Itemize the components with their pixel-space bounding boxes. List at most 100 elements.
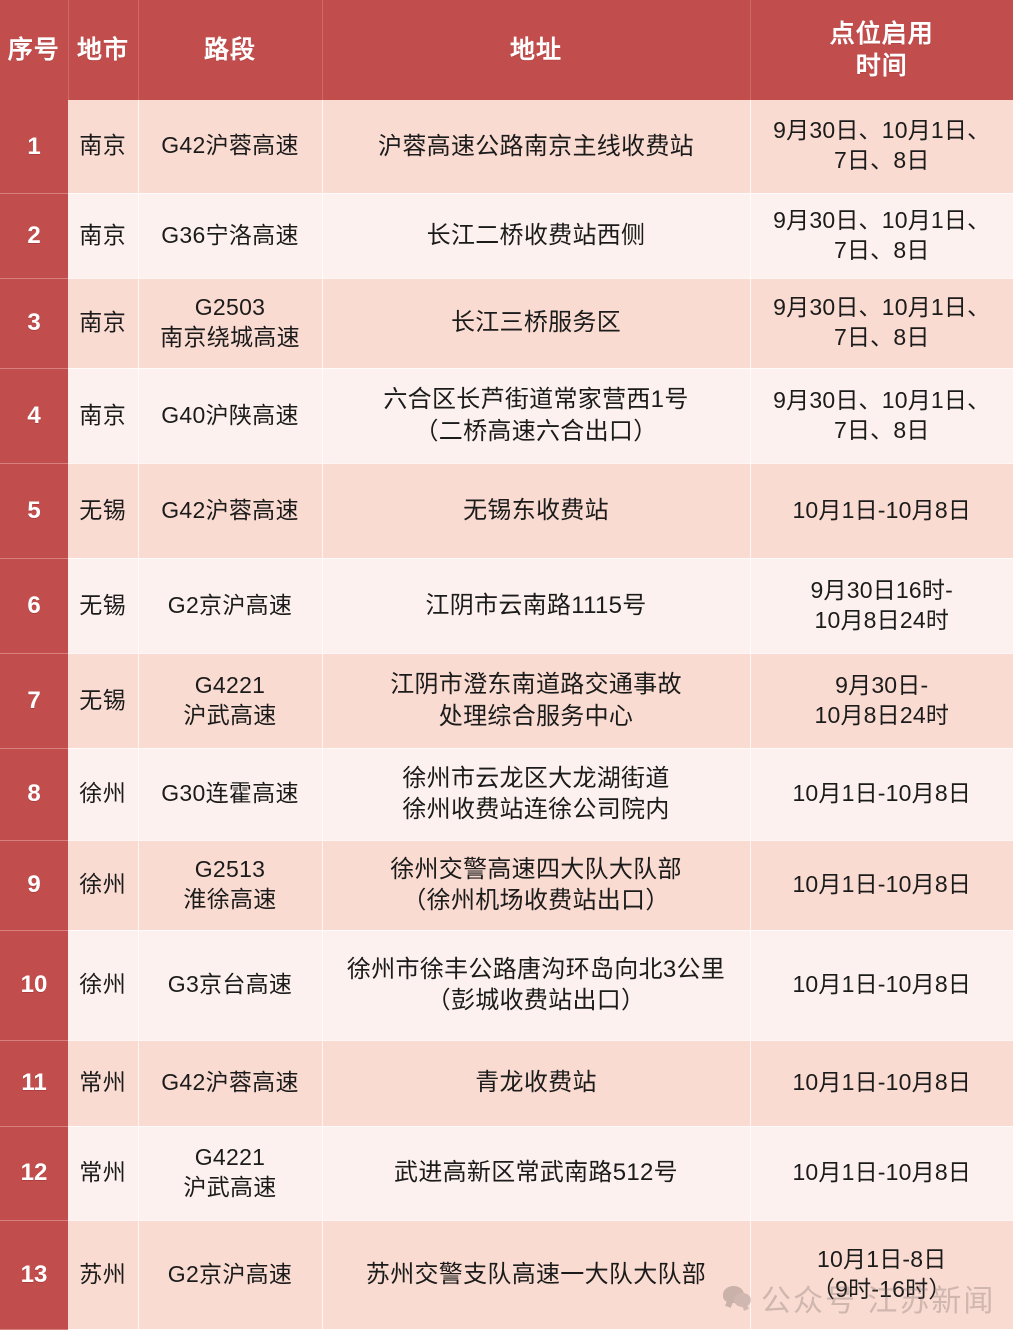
row-index-cell-line: 6 [4, 590, 64, 621]
row-road-cell-line: G2京沪高速 [143, 1260, 318, 1290]
row-index-cell-line: 8 [4, 778, 64, 809]
row-road-cell-line: 淮徐高速 [143, 885, 318, 915]
row-road-cell-line: G2503 [143, 293, 318, 323]
row-road-cell: G36宁洛高速 [138, 193, 322, 278]
row-address-cell-line: 江阴市澄东南道路交通事故 [327, 669, 746, 700]
row-index-cell-line: 7 [4, 685, 64, 716]
row-road-cell-line: 沪武高速 [143, 701, 318, 731]
row-index-cell-line: 1 [4, 131, 64, 162]
row-time-cell: 10月1日-10月8日 [750, 1040, 1013, 1126]
row-road-cell-line: G40沪陕高速 [143, 401, 318, 431]
row-city-cell: 无锡 [68, 558, 138, 653]
row-city-cell-line: 无锡 [72, 686, 134, 716]
row-time-cell: 9月30日16时-10月8日24时 [750, 558, 1013, 653]
row-road-cell-line: G3京台高速 [143, 970, 318, 1000]
row-time-cell: 9月30日、10月1日、7日、8日 [750, 100, 1013, 193]
row-index-cell-line: 5 [4, 495, 64, 526]
row-address-cell-line: 长江三桥服务区 [327, 307, 746, 338]
row-address-cell-line: 沪蓉高速公路南京主线收费站 [327, 131, 746, 162]
row-road-cell: G40沪陕高速 [138, 368, 322, 463]
row-time-cell: 10月1日-10月8日 [750, 1126, 1013, 1220]
row-city-cell-line: 南京 [72, 221, 134, 251]
row-time-cell-line: 9月30日、10月1日、 [755, 116, 1010, 146]
row-city-cell: 苏州 [68, 1220, 138, 1329]
row-index-cell: 3 [0, 278, 68, 368]
header-row: 序号 地市 路段 地址 点位启用 时间 [0, 0, 1013, 100]
row-address-cell-line: 徐州交警高速四大队大队部 [327, 854, 746, 885]
row-address-cell: 苏州交警支队高速一大队大队部 [322, 1220, 750, 1329]
row-address-cell-line: 无锡东收费站 [327, 495, 746, 526]
row-road-cell: G42沪蓉高速 [138, 463, 322, 558]
row-index-cell-line: 11 [4, 1067, 64, 1098]
row-address-cell: 江阴市澄东南道路交通事故处理综合服务中心 [322, 653, 750, 748]
row-index-cell-line: 4 [4, 400, 64, 431]
row-address-cell-line: 青龙收费站 [327, 1067, 746, 1098]
row-index-cell-line: 3 [4, 307, 64, 338]
row-road-cell-line: G2京沪高速 [143, 591, 318, 621]
row-time-cell-line: 10月1日-8日 [755, 1245, 1010, 1275]
row-time-cell-line: 9月30日- [755, 671, 1010, 701]
row-address-cell-line: 徐州市云龙区大龙湖街道 [327, 763, 746, 794]
row-city-cell: 南京 [68, 100, 138, 193]
row-city-cell-line: 无锡 [72, 496, 134, 526]
row-road-cell: G42沪蓉高速 [138, 100, 322, 193]
row-time-cell-line: 7日、8日 [755, 323, 1010, 353]
row-address-cell: 江阴市云南路1115号 [322, 558, 750, 653]
row-index-cell-line: 13 [4, 1259, 64, 1290]
row-time-cell-line: 9月30日、10月1日、 [755, 386, 1010, 416]
row-road-cell-line: G42沪蓉高速 [143, 496, 318, 526]
column-header-index: 序号 [0, 0, 68, 100]
row-index-cell: 6 [0, 558, 68, 653]
row-road-cell: G30连霍高速 [138, 748, 322, 840]
row-address-cell-line: 处理综合服务中心 [327, 701, 746, 732]
row-road-cell-line: G4221 [143, 1143, 318, 1173]
column-header-address: 地址 [322, 0, 750, 100]
row-time-cell-line: （9时-16时） [755, 1275, 1010, 1305]
row-city-cell-line: 南京 [72, 131, 134, 161]
row-index-cell-line: 10 [4, 969, 64, 1000]
column-header-time-line2: 时间 [751, 50, 1013, 82]
row-city-cell-line: 常州 [72, 1068, 134, 1098]
row-address-cell-line: 六合区长芦街道常家营西1号 [327, 384, 746, 415]
row-time-cell: 10月1日-10月8日 [750, 463, 1013, 558]
row-time-cell: 10月1日-10月8日 [750, 930, 1013, 1040]
row-time-cell: 9月30日、10月1日、7日、8日 [750, 193, 1013, 278]
row-time-cell-line: 10月1日-10月8日 [755, 870, 1010, 900]
row-address-cell: 长江三桥服务区 [322, 278, 750, 368]
row-index-cell: 13 [0, 1220, 68, 1329]
row-index-cell: 11 [0, 1040, 68, 1126]
row-city-cell: 南京 [68, 278, 138, 368]
row-city-cell: 徐州 [68, 840, 138, 930]
row-address-cell: 徐州市云龙区大龙湖街道徐州收费站连徐公司院内 [322, 748, 750, 840]
row-index-cell: 9 [0, 840, 68, 930]
row-road-cell-line: 沪武高速 [143, 1173, 318, 1203]
row-road-cell: G3京台高速 [138, 930, 322, 1040]
row-city-cell: 常州 [68, 1040, 138, 1126]
row-index-cell: 8 [0, 748, 68, 840]
row-time-cell-line: 7日、8日 [755, 146, 1010, 176]
row-index-cell-line: 9 [4, 869, 64, 900]
row-time-cell-line: 9月30日16时- [755, 576, 1010, 606]
row-time-cell-line: 10月1日-10月8日 [755, 1068, 1010, 1098]
row-city-cell-line: 无锡 [72, 591, 134, 621]
row-city-cell-line: 常州 [72, 1158, 134, 1188]
row-address-cell-line: 江阴市云南路1115号 [327, 590, 746, 621]
row-address-cell: 沪蓉高速公路南京主线收费站 [322, 100, 750, 193]
row-time-cell: 9月30日、10月1日、7日、8日 [750, 278, 1013, 368]
table-header: 序号 地市 路段 地址 点位启用 时间 [0, 0, 1013, 100]
row-city-cell: 南京 [68, 368, 138, 463]
row-city-cell: 无锡 [68, 463, 138, 558]
